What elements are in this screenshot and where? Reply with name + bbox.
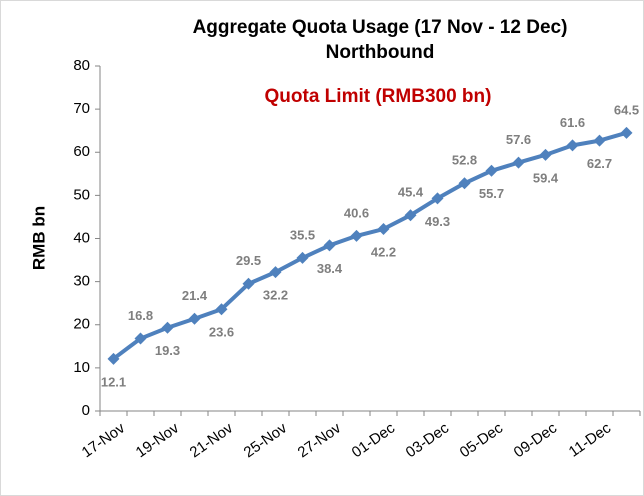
value-label: 55.7 xyxy=(479,186,504,201)
marker xyxy=(188,312,201,325)
value-label: 35.5 xyxy=(290,227,315,242)
y-tick-label: 10 xyxy=(73,359,90,376)
marker xyxy=(323,239,336,252)
value-label: 62.7 xyxy=(587,156,612,171)
value-label: 38.4 xyxy=(317,261,343,276)
marker xyxy=(161,321,174,334)
marker xyxy=(539,148,552,161)
value-label: 19.3 xyxy=(155,343,180,358)
marker xyxy=(215,303,228,316)
marker xyxy=(566,139,579,152)
value-label: 12.1 xyxy=(101,374,126,389)
marker xyxy=(593,134,606,147)
y-tick-label: 0 xyxy=(82,402,90,419)
value-label: 57.6 xyxy=(506,132,531,147)
y-tick-label: 20 xyxy=(73,316,90,333)
y-tick-label: 40 xyxy=(73,229,90,246)
marker xyxy=(404,209,417,222)
marker xyxy=(458,177,471,190)
chart-subtitle: Northbound xyxy=(326,42,435,63)
value-label: 29.5 xyxy=(236,253,261,268)
marker xyxy=(620,126,633,139)
marker xyxy=(107,352,120,365)
marker xyxy=(296,251,309,264)
marker xyxy=(485,164,498,177)
marker xyxy=(431,192,444,205)
value-label: 32.2 xyxy=(263,288,288,303)
value-label: 49.3 xyxy=(425,214,450,229)
value-label: 59.4 xyxy=(533,170,559,185)
marker xyxy=(350,229,363,242)
y-tick-label: 70 xyxy=(73,100,90,117)
y-tick-label: 50 xyxy=(73,186,90,203)
value-label: 64.5 xyxy=(614,102,639,117)
y-tick-label: 60 xyxy=(73,143,90,160)
value-label: 61.6 xyxy=(560,115,585,130)
marker xyxy=(269,266,282,279)
marker xyxy=(377,223,390,236)
value-label: 45.4 xyxy=(398,185,424,200)
value-label: 16.8 xyxy=(128,308,153,323)
y-axis-label: RMB bn xyxy=(29,206,48,270)
annotation: Quota Limit (RMB300 bn) xyxy=(265,86,492,107)
value-label: 42.2 xyxy=(371,244,396,259)
y-tick-label: 30 xyxy=(73,273,90,290)
value-label: 21.4 xyxy=(182,288,208,303)
marker xyxy=(134,332,147,345)
marker xyxy=(242,277,255,290)
chart-title: Aggregate Quota Usage (17 Nov - 12 Dec) xyxy=(193,17,568,38)
y-tick-label: 80 xyxy=(73,57,90,74)
value-label: 23.6 xyxy=(209,325,234,340)
value-label: 40.6 xyxy=(344,205,369,220)
value-label: 52.8 xyxy=(452,153,477,168)
marker xyxy=(512,156,525,169)
